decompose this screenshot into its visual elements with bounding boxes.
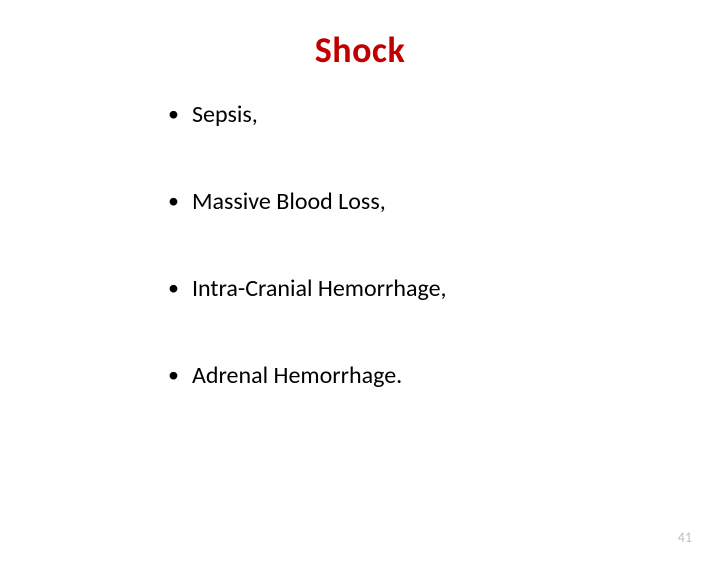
page-number: 41 <box>678 529 692 546</box>
bullet-list: Sepsis, Massive Blood Loss, Intra-Crania… <box>168 100 720 390</box>
list-item: Adrenal Hemorrhage. <box>168 361 720 390</box>
list-item: Sepsis, <box>168 100 720 129</box>
list-item: Intra-Cranial Hemorrhage, <box>168 274 720 303</box>
slide-title: Shock <box>0 28 720 72</box>
list-item: Massive Blood Loss, <box>168 187 720 216</box>
